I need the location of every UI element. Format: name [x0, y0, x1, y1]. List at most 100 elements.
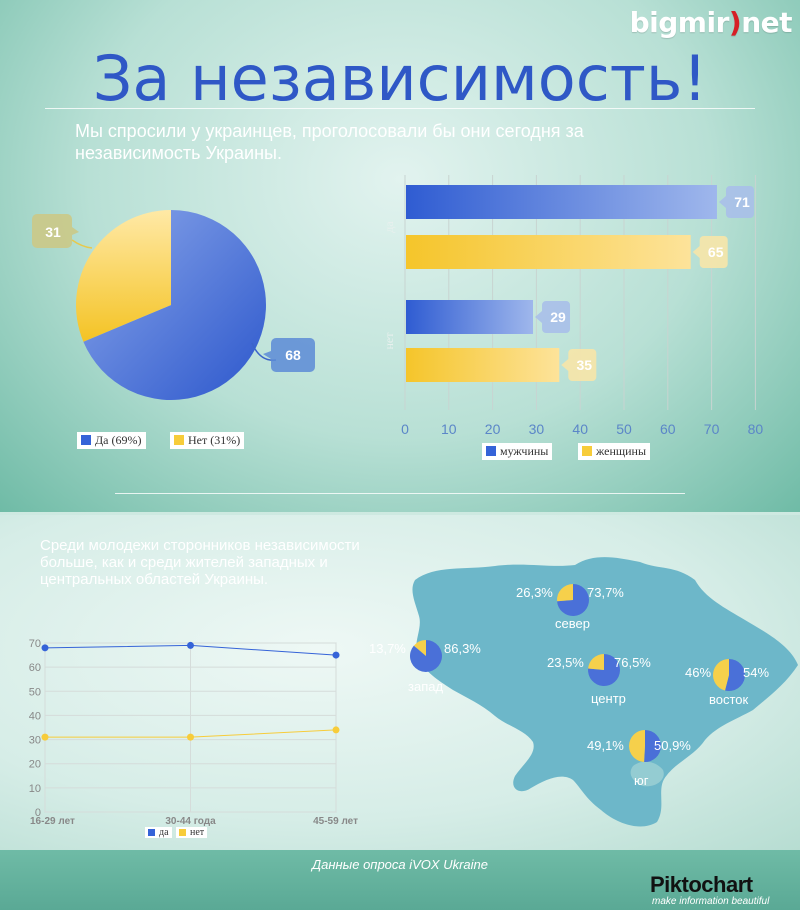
region-zapad-yes: 86,3% [444, 641, 481, 656]
line-point-нет[interactable] [41, 733, 49, 741]
bar-value-label: 65 [708, 244, 724, 260]
pie-chart: 68 31 [32, 210, 315, 400]
region-pie-no[interactable] [713, 659, 729, 691]
pie-callout-yes [263, 338, 315, 372]
legend-swatch-line-no [179, 829, 186, 836]
region-pie-no[interactable] [557, 584, 573, 602]
bar-value-bubble [561, 349, 597, 381]
line-point-да[interactable] [332, 651, 340, 659]
bar-мужчины[interactable] [406, 185, 717, 219]
bar-x-tick: 0 [401, 421, 409, 437]
line-y-tick: 0 [35, 807, 41, 819]
region-vostok-yes: 54% [743, 665, 770, 680]
region-yug-yes: 50,9% [654, 738, 691, 753]
intro-text: Мы спросили у украинцев, проголосовали б… [75, 121, 584, 163]
footer-band [0, 850, 800, 910]
line-y-tick: 50 [29, 686, 41, 698]
title-divider [45, 108, 755, 109]
region-pie-no[interactable] [628, 730, 645, 762]
line-point-нет[interactable] [332, 726, 340, 734]
pie-slice-no[interactable] [76, 210, 171, 342]
region-vostok-no: 46% [685, 665, 712, 680]
legend-swatch-men [486, 446, 496, 456]
bigmir-logo[interactable]: bigmir)net [629, 6, 793, 39]
line-chart: 0 10 20 30 40 50 60 70 16-29 лет 30-44 года 45-59 … [29, 638, 358, 827]
region-yug-no: 49,1% [587, 738, 624, 753]
bar-category-label: нет [382, 332, 396, 350]
footer-source: Данные опроса iVOX Ukraine [311, 857, 489, 872]
bar-женщины[interactable] [406, 235, 691, 269]
region-sever-no: 26,3% [516, 585, 553, 600]
pie-slice-yes[interactable] [83, 210, 266, 400]
bar-legend-women: женщины [578, 443, 651, 460]
line-legend-yes-label: да [159, 827, 169, 838]
region-centr-no: 23,5% [547, 655, 584, 670]
pie-label-yes: 68 [285, 347, 301, 363]
region-pie-no[interactable] [588, 654, 604, 670]
pie-legend-yes-label: Да (69%) [95, 433, 142, 447]
line-y-tick: 70 [29, 638, 41, 650]
line-point-да[interactable] [187, 641, 194, 649]
legend-swatch-yes [81, 435, 91, 445]
line-y-tick: 60 [29, 662, 41, 674]
region-pie-yes[interactable] [557, 584, 589, 616]
bar-x-tick: 30 [529, 421, 545, 437]
region-pie-yes[interactable] [725, 659, 745, 691]
line-point-да[interactable] [41, 644, 49, 652]
line-legend-no: нет [176, 827, 208, 838]
section-divider [115, 493, 685, 494]
region-vostok-name: восток [709, 692, 749, 707]
line-point-нет[interactable] [187, 733, 194, 741]
bar-мужчины[interactable] [406, 300, 534, 334]
piktochart-tagline: make information beautiful [652, 896, 770, 907]
bar-value-bubble [692, 236, 728, 268]
region-centr-name: центр [591, 691, 626, 706]
bar-legend-men: мужчины [482, 443, 553, 460]
bar-x-tick: 70 [704, 421, 720, 437]
pie-legend-no-label: Нет (31%) [188, 433, 241, 447]
ukraine-map [410, 557, 798, 827]
map-sea [630, 761, 664, 787]
bar-x-tick: 40 [572, 421, 588, 437]
bar-chart: 0 10 20 30 40 50 60 70 80 да 71 65 нет 29 35 [382, 175, 764, 437]
bar-value-bubble [535, 301, 571, 333]
bar-x-tick: 20 [485, 421, 501, 437]
region-pie-no[interactable] [413, 640, 426, 656]
legend-swatch-women [582, 446, 592, 456]
bar-value-label: 29 [550, 309, 566, 325]
region-sever-name: север [555, 616, 590, 631]
line-x-tick: 45-59 лет [313, 816, 358, 827]
region-zapad-name: запад [408, 679, 444, 694]
legend-swatch-line-yes [148, 829, 155, 836]
pie-label-no: 31 [45, 224, 61, 240]
pie-leader-no [71, 239, 93, 249]
pie-callout-no [32, 214, 79, 248]
map-shape [412, 557, 798, 827]
region-zapad-no: 13,7% [369, 641, 406, 656]
bar-category-label: да [382, 221, 396, 233]
line-x-tick: 30-44 года [165, 816, 216, 827]
line-legend-no-label: нет [190, 827, 205, 838]
line-y-tick: 30 [29, 735, 41, 747]
piktochart-logo[interactable]: Piktochart [650, 872, 753, 897]
bar-женщины[interactable] [406, 348, 560, 382]
bar-x-tick: 60 [660, 421, 676, 437]
line-y-tick: 10 [29, 783, 41, 795]
bar-x-tick: 50 [616, 421, 632, 437]
section-subtitle: Среди молодежи сторонников независимости… [40, 537, 360, 588]
page-title: За независимость! [92, 42, 708, 115]
bar-legend-women-label: женщины [596, 444, 647, 458]
line-legend-yes: да [145, 827, 172, 838]
line-x-tick: 16-29 лет [30, 816, 75, 827]
bar-value-bubble [718, 186, 754, 218]
line-y-tick: 40 [29, 710, 41, 722]
region-yug-name: юг [634, 773, 649, 788]
pie-legend-yes: Да (69%) [77, 432, 146, 449]
line-y-tick: 20 [29, 759, 41, 771]
region-centr-yes: 76,5% [614, 655, 651, 670]
legend-swatch-no [174, 435, 184, 445]
pie-legend-no: Нет (31%) [170, 432, 245, 449]
bar-x-tick: 10 [441, 421, 457, 437]
region-pie-yes[interactable] [644, 730, 661, 762]
bar-x-tick: 80 [748, 421, 764, 437]
